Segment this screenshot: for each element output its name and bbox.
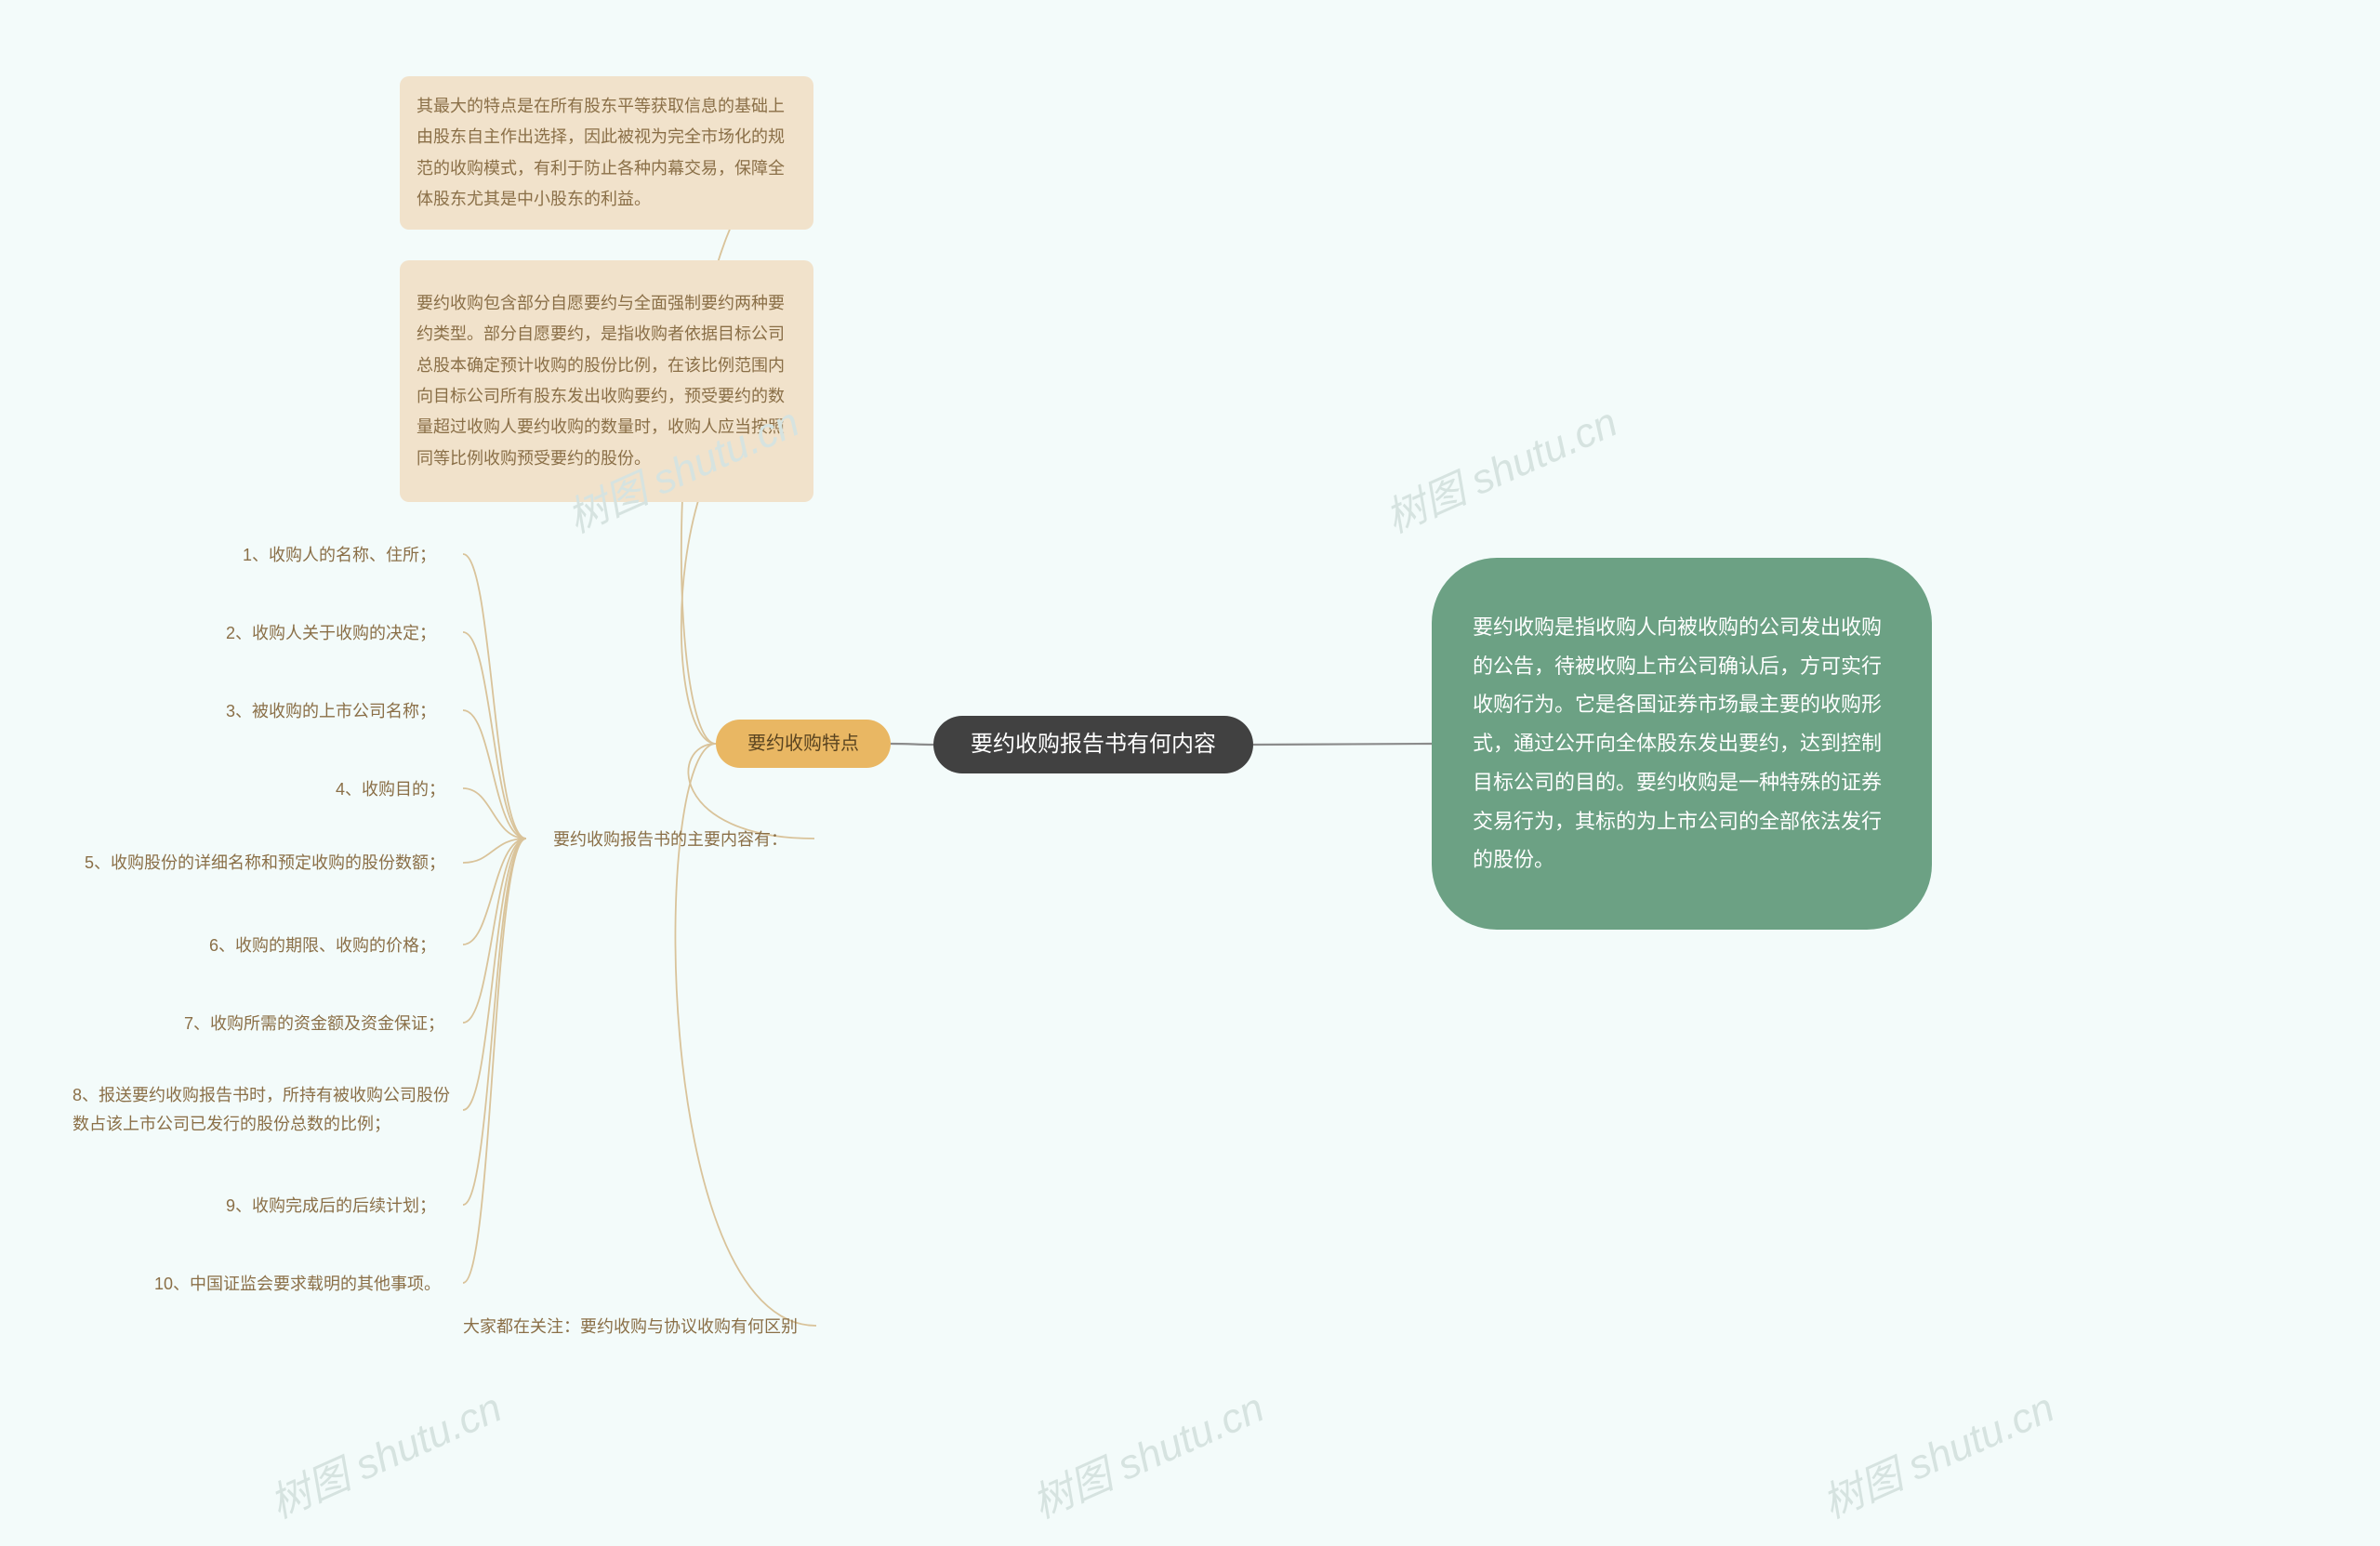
content-item-9[interactable]: 9、收购完成后的后续计划； bbox=[199, 1188, 463, 1224]
footer-text: 大家都在关注：要约收购与协议收购有何区别 bbox=[463, 1313, 798, 1341]
watermark: 树图 shutu.cn bbox=[1375, 390, 1626, 545]
branch-left[interactable]: 要约收购特点 bbox=[716, 720, 891, 768]
leaf-para1[interactable]: 其最大的特点是在所有股东平等获取信息的基础上由股东自主作出选择，因此被视为完全市… bbox=[400, 76, 813, 230]
item-text: 9、收购完成后的后续计划； bbox=[226, 1192, 436, 1221]
item-text: 8、报送要约收购报告书时，所持有被收购公司股份数占该上市公司已发行的股份总数的比… bbox=[73, 1081, 457, 1138]
item-text: 7、收购所需的资金额及资金保证； bbox=[184, 1010, 444, 1038]
item-text: 6、收购的期限、收购的价格； bbox=[209, 932, 436, 960]
content-item-1[interactable]: 1、收购人的名称、住所； bbox=[216, 537, 463, 574]
item-text: 2、收购人关于收购的决定； bbox=[226, 619, 436, 648]
branch-left-label: 要约收购特点 bbox=[747, 728, 859, 760]
watermark: 树图 shutu.cn bbox=[259, 1375, 510, 1530]
content-item-10[interactable]: 10、中国证监会要求载明的其他事项。 bbox=[132, 1266, 463, 1302]
item-text: 10、中国证监会要求载明的其他事项。 bbox=[154, 1270, 441, 1299]
item-text: 1、收购人的名称、住所； bbox=[243, 541, 436, 570]
leaf-para2-text: 要约收购包含部分自愿要约与全面强制要约两种要约类型。部分自愿要约，是指收购者依据… bbox=[416, 288, 797, 474]
footer-node[interactable]: 大家都在关注：要约收购与协议收购有何区别 bbox=[444, 1309, 816, 1345]
watermark: 树图 shutu.cn bbox=[1022, 1375, 1273, 1530]
content-item-6[interactable]: 6、收购的期限、收购的价格； bbox=[182, 928, 463, 964]
leaf-para2[interactable]: 要约收购包含部分自愿要约与全面强制要约两种要约类型。部分自愿要约，是指收购者依据… bbox=[400, 260, 813, 502]
watermark: 树图 shutu.cn bbox=[1812, 1375, 2063, 1530]
branch-right-text: 要约收购是指收购人向被收购的公司发出收购的公告，待被收购上市公司确认后，方可实行… bbox=[1473, 608, 1891, 880]
root-node[interactable]: 要约收购报告书有何内容 bbox=[933, 716, 1253, 773]
item-text: 5、收购股份的详细名称和预定收购的股份数额； bbox=[85, 849, 445, 878]
root-label: 要约收购报告书有何内容 bbox=[971, 726, 1216, 764]
contents-label-node[interactable]: 要约收购报告书的主要内容有： bbox=[526, 822, 814, 858]
content-item-5[interactable]: 5、收购股份的详细名称和预定收购的股份数额； bbox=[67, 833, 463, 892]
content-item-8[interactable]: 8、报送要约收购报告书时，所持有被收购公司股份数占该上市公司已发行的股份总数的比… bbox=[67, 1067, 463, 1153]
content-item-4[interactable]: 4、收购目的； bbox=[318, 772, 463, 808]
content-item-3[interactable]: 3、被收购的上市公司名称； bbox=[199, 694, 463, 730]
item-text: 3、被收购的上市公司名称； bbox=[226, 697, 436, 726]
branch-right[interactable]: 要约收购是指收购人向被收购的公司发出收购的公告，待被收购上市公司确认后，方可实行… bbox=[1432, 558, 1932, 930]
content-item-7[interactable]: 7、收购所需的资金额及资金保证； bbox=[165, 1006, 463, 1042]
contents-label: 要约收购报告书的主要内容有： bbox=[553, 826, 787, 854]
content-item-2[interactable]: 2、收购人关于收购的决定； bbox=[199, 615, 463, 652]
leaf-para1-text: 其最大的特点是在所有股东平等获取信息的基础上由股东自主作出选择，因此被视为完全市… bbox=[416, 91, 797, 215]
item-text: 4、收购目的； bbox=[336, 775, 445, 804]
